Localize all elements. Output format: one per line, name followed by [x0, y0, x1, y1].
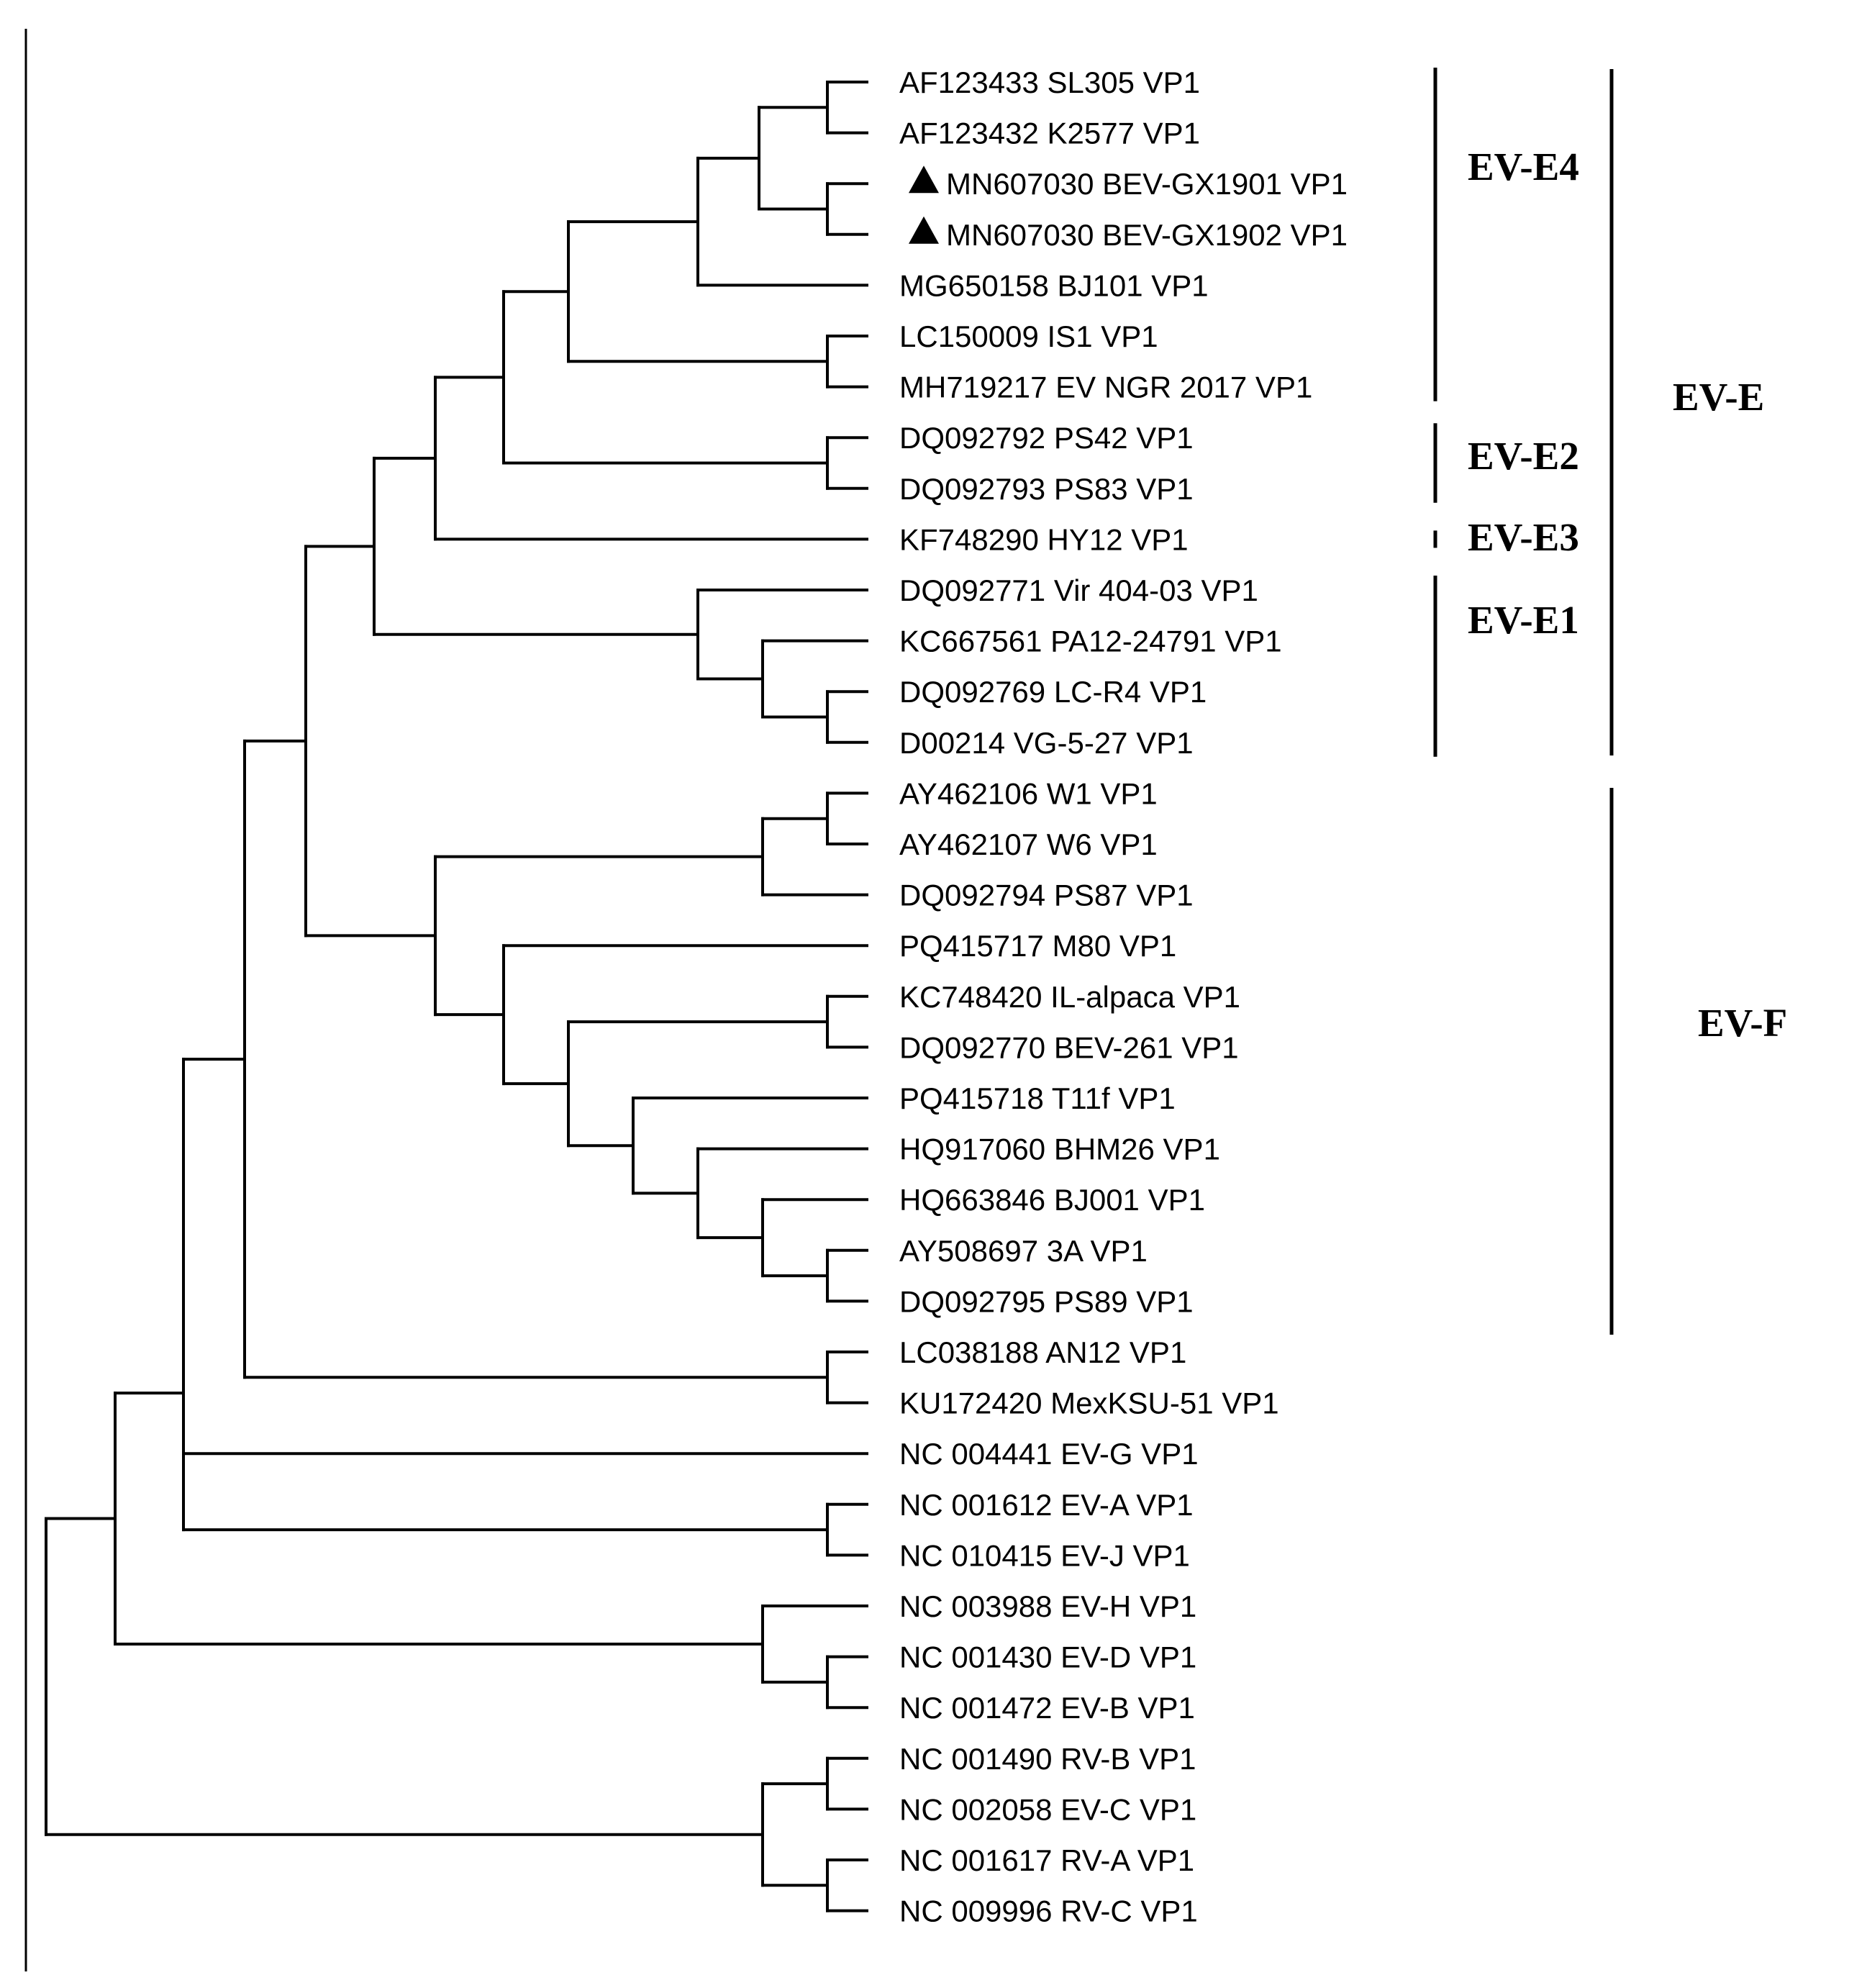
- leaf-label: NC 002058 EV-C VP1: [899, 1792, 1196, 1826]
- leaf-label: NC 001430 EV-D VP1: [899, 1640, 1196, 1674]
- leaf-label: NC 009996 RV-C VP1: [899, 1894, 1198, 1928]
- leaf-label: PQ415718 T11f VP1: [899, 1081, 1176, 1115]
- leaf-label: HQ917060 BHM26 VP1: [899, 1133, 1220, 1166]
- subgroup-label: EV-E3: [1468, 515, 1579, 559]
- leaf-label: AY462107 W6 VP1: [899, 827, 1158, 861]
- leaf-label: DQ092770 BEV-261 VP1: [899, 1030, 1239, 1064]
- subgroup-label: EV-E4: [1468, 145, 1579, 189]
- leaf-label: AY462106 W1 VP1: [899, 776, 1158, 810]
- leaf-label: MG650158 BJ101 VP1: [899, 268, 1209, 302]
- leaf-label: DQ092771 Vir 404-03 VP1: [899, 573, 1258, 607]
- leaf-label: NC 001617 RV-A VP1: [899, 1843, 1194, 1877]
- leaf-label: HQ663846 BJ001 VP1: [899, 1183, 1205, 1217]
- leaf-label: PQ415717 M80 VP1: [899, 929, 1176, 963]
- leaf-label: MH719217 EV NGR 2017 VP1: [899, 371, 1312, 404]
- leaf-label: DQ092792 PS42 VP1: [899, 421, 1194, 455]
- leaf-label: KC667561 PA12-24791 VP1: [899, 625, 1282, 658]
- group-label: EV-E: [1673, 375, 1764, 419]
- clade-brackets: EV-E4 EV-E2 EV-E3 EV-E1 EV-E EV-F: [1433, 68, 1787, 1335]
- leaf-label: NC 010415 EV-J VP1: [899, 1538, 1190, 1572]
- filled-triangle-icon: [909, 165, 939, 194]
- leaf-label: NC 001612 EV-A VP1: [899, 1488, 1194, 1522]
- leaf-label: NC 003988 EV-H VP1: [899, 1589, 1196, 1623]
- leaf-label: AY508697 3A VP1: [899, 1234, 1148, 1268]
- leaf-label: NC 004441 EV-G VP1: [899, 1437, 1199, 1471]
- leaf-label: MN607030 BEV-GX1902 VP1: [946, 218, 1348, 252]
- tree-branches: [45, 81, 868, 1912]
- leaf-label: DQ092795 PS89 VP1: [899, 1284, 1194, 1318]
- group-label: EV-F: [1698, 1001, 1787, 1045]
- subgroup-label: EV-E1: [1468, 598, 1579, 642]
- leaf-label: LC038188 AN12 VP1: [899, 1335, 1186, 1369]
- leaf-label: NC 001490 RV-B VP1: [899, 1742, 1196, 1776]
- leaf-label: DQ092769 LC-R4 VP1: [899, 675, 1207, 709]
- leaf-label: KC748420 IL-alpaca VP1: [899, 980, 1240, 1014]
- leaf-label: MN607030 BEV-GX1901 VP1: [946, 167, 1348, 201]
- filled-triangle-icon: [909, 216, 939, 244]
- subgroup-label: EV-E2: [1468, 434, 1579, 478]
- leaf-label: KU172420 MexKSU-51 VP1: [899, 1386, 1279, 1420]
- leaf-label: DQ092793 PS83 VP1: [899, 472, 1194, 506]
- leaf-label: AF123433 SL305 VP1: [899, 65, 1200, 99]
- leaf-label: NC 001472 EV-B VP1: [899, 1691, 1195, 1725]
- leaf-label: D00214 VG-5-27 VP1: [899, 726, 1194, 760]
- leaf-label: DQ092794 PS87 VP1: [899, 879, 1194, 912]
- leaf-labels: AF123433 SL305 VP1 AF123432 K2577 VP1 MN60…: [899, 65, 1348, 1928]
- leaf-label: LC150009 IS1 VP1: [899, 319, 1158, 353]
- leaf-label: AF123432 K2577 VP1: [899, 117, 1200, 150]
- leaf-label: KF748290 HY12 VP1: [899, 522, 1189, 556]
